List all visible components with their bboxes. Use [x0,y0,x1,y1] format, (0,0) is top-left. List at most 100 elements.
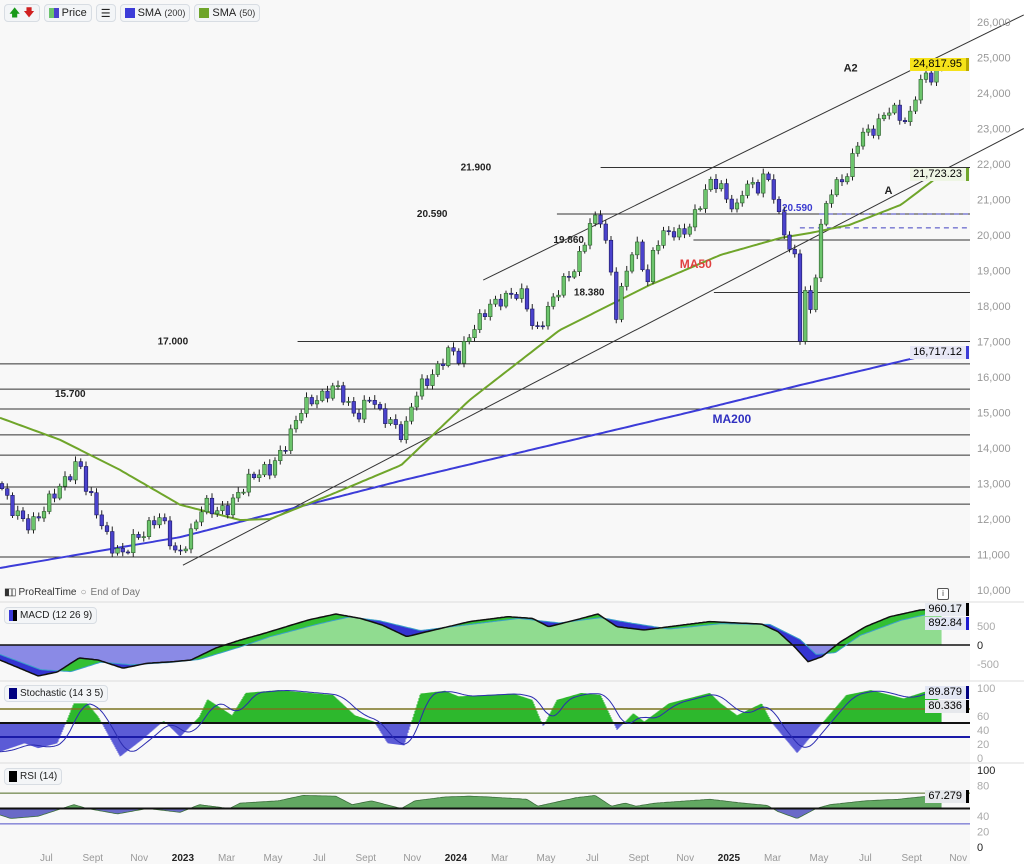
candle [78,458,83,470]
candle [398,421,404,443]
macd-label[interactable]: MACD (12 26 9) [4,607,98,624]
candle [409,403,414,425]
macd-panel: 500 0 -500 [0,607,999,677]
price-tick-label: 17,000 [977,337,1011,349]
radio-icon[interactable]: ○ [80,587,87,598]
candle-body-down [524,288,530,310]
candle-body-down [78,461,83,467]
candle [288,424,293,454]
candle [834,177,839,197]
candle-body-up [241,491,246,494]
candle [866,124,871,136]
candle [94,488,99,519]
dashed-level-label: 20.590 [782,203,813,214]
candle-body-down [755,182,761,194]
candle-body-up [262,464,267,476]
rsi-label[interactable]: RSI (14) [4,768,63,785]
candle [120,542,125,557]
stochastic-label[interactable]: Stochastic (14 3 5) [4,685,109,702]
candle [183,546,188,554]
stochastic-tick-label: 20 [977,739,989,751]
candle [787,231,792,253]
candle-body-up [703,189,708,209]
candle-body-down [125,551,131,554]
candle [792,244,797,258]
candle-body-up [493,298,498,305]
candle-body-down [89,491,94,494]
price-button[interactable]: Price [43,4,92,22]
time-tick-label: Jul [586,853,599,864]
candle-body-down [897,104,902,121]
candle-body-up [503,292,509,307]
candle [194,519,199,531]
time-tick-label: May [537,853,556,864]
candle [215,506,220,517]
candle-body-down [99,514,104,527]
candle [383,403,388,428]
candle-body-down [787,234,792,250]
candle [461,336,467,368]
stoch-d-value-label: 89.879 [925,686,969,699]
sma50-line [0,175,940,521]
candle-body-up [41,511,47,519]
candle-body-down [729,198,734,210]
price-tick-label: 23,000 [977,124,1011,136]
time-tick-label: Mar [491,853,509,864]
time-tick-label: Jul [313,853,326,864]
rsi-line [0,794,941,819]
time-tick-label: 2023 [172,853,195,864]
candle-body-down [724,183,729,200]
candle-body-up [47,493,52,512]
candle-body-up [320,390,325,401]
candle [419,374,425,400]
candle [514,292,519,301]
candle-body-up [215,510,220,515]
direction-toggle[interactable]: 🡅 🡇 [4,4,40,22]
rsi-swatch-icon [9,771,17,782]
macd-tick-label: -500 [977,659,999,671]
moving-averages [0,175,940,569]
info-button[interactable]: i [937,588,949,600]
stochastic-d-line [0,690,941,753]
candle [692,204,698,232]
candle-body-down [5,488,10,496]
stochastic-swatch-icon [9,688,17,699]
candle-body-down [341,385,346,403]
candle [897,99,902,125]
candle-body-up [750,182,755,185]
rsi-tick-label: 80 [977,780,989,792]
stoch-k-value-label: 80.336 [925,700,969,713]
candle [372,395,377,409]
candle [761,168,766,198]
sma50-button[interactable]: SMA (50) [194,4,261,22]
candle [645,264,650,286]
candle-body-down [598,214,603,225]
candle-body-down [68,476,73,481]
price-tick-label: 13,000 [977,479,1011,491]
candle-body-up [414,395,419,408]
price-tick-label: 16,000 [977,372,1011,384]
candle [136,531,141,540]
candle-body-up [199,511,204,523]
candle [782,206,787,240]
list-button[interactable]: ☰ [95,4,116,22]
candle-body-down [514,294,519,299]
candle [713,174,719,193]
candle-body-up [845,176,850,183]
candle [89,487,94,496]
candle-body-down [267,464,272,476]
sma200-button[interactable]: SMA (200) [119,4,191,22]
candle-body-up [461,341,467,364]
candle-body-down [902,120,908,123]
candle-body-down [225,505,230,516]
candle [656,240,661,255]
candle [902,117,908,125]
candle-body-down [797,253,803,342]
candle [929,68,934,86]
sma50-swatch-icon [199,8,210,18]
candle-body-up [692,209,698,228]
candle-body-down [178,549,183,552]
candle [593,211,598,227]
time-tick-label: Jul [40,853,53,864]
